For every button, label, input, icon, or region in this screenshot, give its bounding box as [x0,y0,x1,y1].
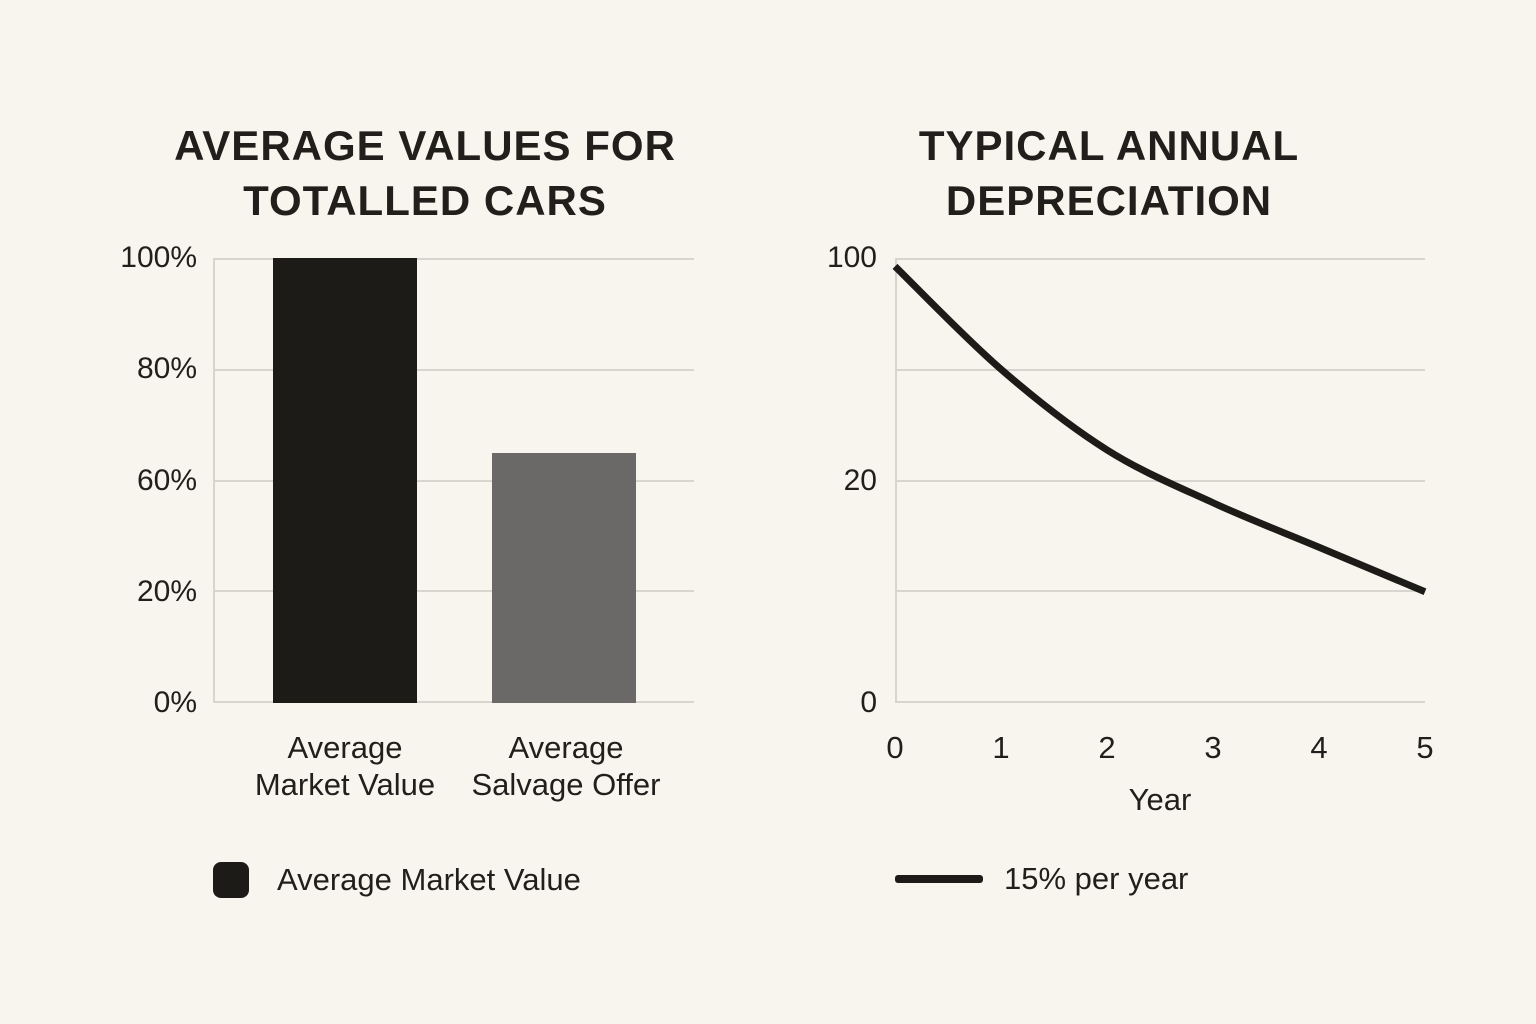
x-category-label: Average Salvage Offer [406,729,726,803]
legend-label: 15% per year [1004,861,1189,896]
bar-chart-y-axis-labels: 100% 80% 60% 20% 0% [55,241,197,719]
y-axis-tick-label: 0 [860,686,877,719]
y-axis-tick-label: 0% [153,686,197,719]
x-axis-tick-label: 4 [1310,730,1328,765]
legend-swatch-square [213,862,249,898]
y-axis-tick-label: 100% [120,241,197,274]
x-category-label: Average Market Value [185,729,505,803]
gridline [213,258,694,260]
gridline [895,258,1425,260]
y-axis-line [895,258,897,703]
y-axis-tick-label: 20 [843,463,877,497]
gridline [213,479,694,482]
line-chart-title: TYPICAL ANNUAL DEPRECIATION [789,118,1429,228]
y-axis-tick-label: 60% [136,463,197,497]
gridline [213,590,694,593]
y-axis-tick-label: 80% [136,352,197,386]
legend-label: Average Market Value [277,862,581,897]
x-axis-tick-label: 1 [992,730,1010,765]
gridline [895,590,1425,593]
line-chart-x-axis-labels: 0 1 2 3 4 5 [886,730,1433,767]
title-line: AVERAGE VALUES FOR [174,121,676,169]
category-line: Average [508,730,624,765]
title-line: DEPRECIATION [945,176,1273,224]
legend-swatch-line [895,875,983,883]
depreciation-line-svg [892,263,1427,595]
bar-chart-plot [213,258,694,703]
x-axis-tick-label: 2 [1098,730,1116,765]
category-line: Average [287,730,403,765]
gridline [895,368,1425,371]
bar-chart-title: AVERAGE VALUES FOR TOTALLED CARS [105,118,745,228]
x-axis-tick-label: 0 [886,730,904,765]
depreciation-line [892,263,1427,595]
y-axis-tick-label: 20% [136,574,197,608]
bar-average-salvage-offer [491,452,637,703]
title-line: TOTALLED CARS [243,176,607,224]
category-line: Market Value [254,767,436,802]
gridline [213,368,694,371]
gridline [213,701,694,703]
y-axis-tick-label: 100 [826,241,877,274]
line-chart-plot [892,258,1427,703]
x-axis-tick-label: 3 [1204,730,1222,765]
gridline [895,701,1425,703]
title-line: TYPICAL ANNUAL [918,121,1300,169]
category-line: Salvage Offer [471,767,661,802]
x-axis-tick-label: 5 [1416,730,1434,765]
bar-average-market-value [272,258,417,703]
x-axis-title: Year [1128,782,1192,817]
y-axis-line [213,258,215,703]
line-chart-y-axis-labels: 100 20 0 [735,241,877,719]
